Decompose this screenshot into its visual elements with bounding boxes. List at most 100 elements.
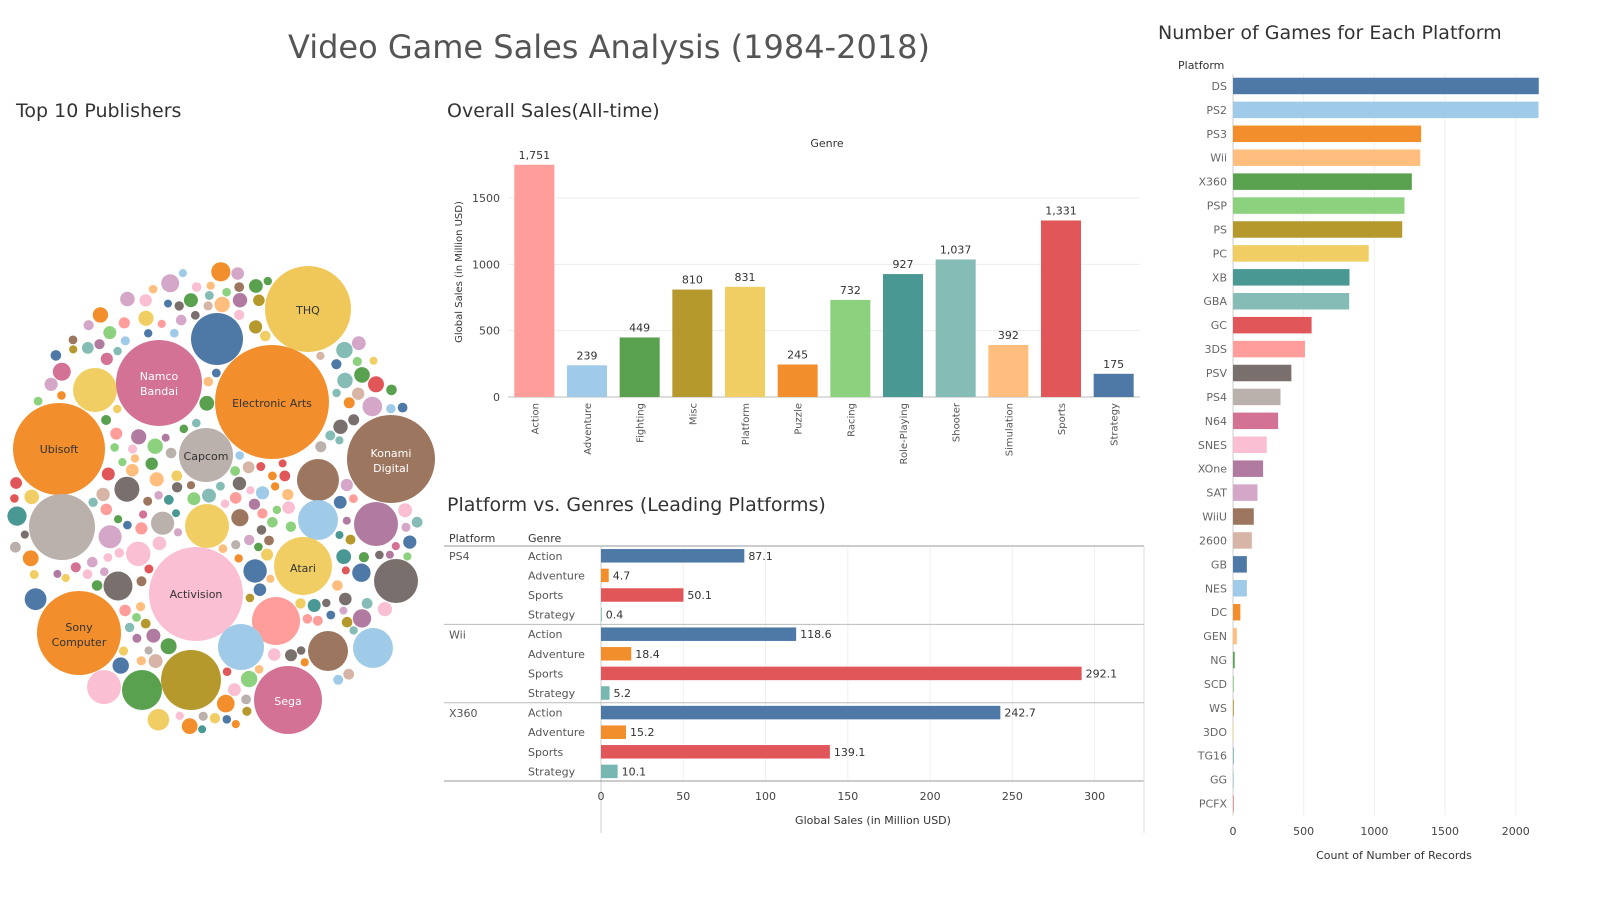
bubble-publisher-minor[interactable]	[234, 309, 245, 321]
bubble-publisher-minor[interactable]	[209, 713, 221, 724]
bubble-publisher-minor[interactable]	[255, 486, 270, 500]
bubble-publisher[interactable]	[73, 368, 117, 412]
bubble-publisher-minor[interactable]	[401, 522, 411, 532]
bubble-publisher-minor[interactable]	[61, 573, 70, 583]
bubble-publisher-minor[interactable]	[263, 276, 272, 286]
pc-bar-tg16[interactable]	[1233, 747, 1234, 764]
bubble-publisher-minor[interactable]	[119, 604, 131, 617]
bubble-publisher-minor[interactable]	[222, 715, 232, 724]
pc-bar-ng[interactable]	[1233, 651, 1235, 669]
bubble-atari[interactable]	[274, 537, 332, 595]
bubble-publisher-minor[interactable]	[343, 668, 355, 680]
pvg-bar-ps4-strategy[interactable]	[601, 607, 602, 622]
pc-bar-psp[interactable]	[1233, 197, 1405, 214]
pvg-bar-wii-action[interactable]	[601, 627, 797, 641]
overall-bar-sports[interactable]	[1040, 220, 1082, 397]
bubble-publisher-minor[interactable]	[335, 531, 344, 539]
bubble-publisher-minor[interactable]	[352, 609, 372, 628]
bubble-publisher-minor[interactable]	[282, 489, 294, 501]
bubble-publisher-minor[interactable]	[190, 310, 200, 320]
bubble-publisher-minor[interactable]	[246, 486, 255, 495]
bubble-publisher-minor[interactable]	[302, 614, 313, 624]
bubble-publisher-minor[interactable]	[333, 495, 347, 509]
bubble-publisher-minor[interactable]	[203, 376, 214, 387]
bubble-publisher-minor[interactable]	[199, 395, 215, 411]
bubble-publisher-minor[interactable]	[139, 294, 152, 307]
pc-bar-snes[interactable]	[1233, 436, 1267, 454]
pc-bar-ps[interactable]	[1233, 221, 1403, 238]
pc-bar-scd[interactable]	[1233, 675, 1234, 693]
pvg-bar-ps4-adventure[interactable]	[601, 568, 609, 583]
bubble-publisher-minor[interactable]	[234, 554, 243, 563]
bubble-publisher-minor[interactable]	[336, 341, 353, 359]
bubble-publisher-minor[interactable]	[57, 391, 66, 400]
pc-bar-pcfx[interactable]	[1233, 795, 1234, 812]
bubble-publisher-minor[interactable]	[171, 470, 183, 482]
bubble-publisher-minor[interactable]	[136, 576, 147, 587]
bubble-publisher-minor[interactable]	[256, 525, 267, 535]
bubble-namco-bandai[interactable]	[116, 340, 202, 426]
bubble-publisher[interactable]	[87, 670, 121, 704]
bubble-publisher-minor[interactable]	[198, 711, 208, 721]
bubble-publisher-minor[interactable]	[333, 419, 348, 434]
bubble-publisher-minor[interactable]	[110, 427, 123, 440]
bubble-publisher-minor[interactable]	[181, 718, 198, 735]
bubble-publisher-minor[interactable]	[70, 562, 81, 573]
bubble-publisher-minor[interactable]	[147, 708, 170, 731]
bubble-publisher-minor[interactable]	[231, 509, 249, 527]
bubble-publisher-minor[interactable]	[123, 520, 132, 530]
pc-bar-x360[interactable]	[1233, 173, 1412, 190]
bubble-publisher-minor[interactable]	[261, 548, 274, 561]
bubble-publisher[interactable]	[298, 500, 338, 540]
bubble-publisher-minor[interactable]	[256, 462, 266, 471]
bubble-publisher-minor[interactable]	[278, 459, 287, 468]
bubble-publisher-minor[interactable]	[186, 481, 196, 490]
pc-bar-3ds[interactable]	[1233, 340, 1305, 358]
bubble-publisher-minor[interactable]	[144, 646, 153, 655]
bubble-publisher-minor[interactable]	[124, 622, 135, 633]
bubble-publisher-minor[interactable]	[118, 317, 130, 329]
bubble-publisher-minor[interactable]	[349, 626, 358, 635]
pc-bar-ps3[interactable]	[1233, 125, 1422, 143]
bubble-publisher-minor[interactable]	[231, 720, 240, 729]
bubble-publisher-minor[interactable]	[160, 638, 177, 655]
bubble-publisher[interactable]	[191, 313, 243, 365]
bubble-publisher-minor[interactable]	[152, 536, 167, 551]
bubble-publisher-minor[interactable]	[352, 356, 362, 367]
bubble-publisher-minor[interactable]	[260, 330, 271, 342]
pc-bar-gc[interactable]	[1233, 316, 1312, 334]
bubble-publisher-minor[interactable]	[339, 606, 348, 615]
bubble-publisher-minor[interactable]	[147, 438, 163, 454]
bubble-publisher[interactable]	[297, 459, 339, 501]
bubble-publisher-minor[interactable]	[178, 269, 187, 278]
bubble-publisher-minor[interactable]	[216, 481, 225, 491]
bubble-publisher-minor[interactable]	[312, 615, 323, 626]
bubble-publisher-minor[interactable]	[241, 694, 252, 705]
overall-bar-misc[interactable]	[672, 289, 713, 397]
bubble-publisher-minor[interactable]	[112, 657, 129, 674]
pc-bar-ps4[interactable]	[1233, 388, 1281, 406]
pc-bar-ds[interactable]	[1233, 77, 1539, 95]
bubble-publisher-minor[interactable]	[140, 618, 151, 629]
bubble-publisher-minor[interactable]	[214, 296, 230, 313]
bubble-publisher-minor[interactable]	[44, 377, 58, 391]
bubble-publisher-minor[interactable]	[118, 458, 127, 467]
bubble-publisher-minor[interactable]	[234, 282, 245, 292]
bubble-publisher-minor[interactable]	[231, 267, 244, 280]
pc-bar-xb[interactable]	[1233, 269, 1350, 286]
bubble-publisher-minor[interactable]	[222, 287, 231, 297]
bubble-publisher-minor[interactable]	[352, 563, 371, 582]
bubble-publisher-minor[interactable]	[227, 683, 241, 697]
bubble-publisher-minor[interactable]	[285, 649, 297, 662]
bubble-publisher-minor[interactable]	[175, 711, 184, 720]
bubble-publisher-minor[interactable]	[120, 336, 130, 346]
bubble-publisher-minor[interactable]	[132, 633, 142, 643]
bubble-publisher-minor[interactable]	[351, 336, 366, 351]
pc-bar-nes[interactable]	[1233, 580, 1247, 597]
bubble-publisher-minor[interactable]	[296, 646, 306, 655]
bubble-publisher-minor[interactable]	[52, 362, 71, 381]
bubble-sega[interactable]	[254, 666, 322, 734]
bubble-publisher-minor[interactable]	[204, 291, 214, 300]
bubble-publisher-minor[interactable]	[345, 534, 356, 545]
pvg-bar-x360-sports[interactable]	[601, 745, 830, 759]
